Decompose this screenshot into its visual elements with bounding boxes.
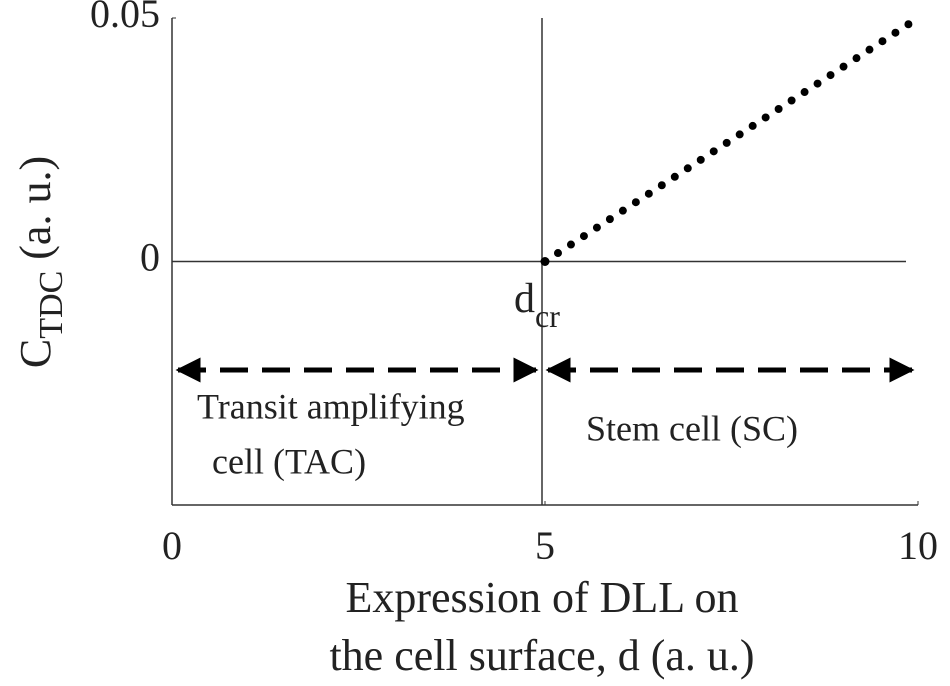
x-axis-label: Expression of DLL on <box>345 573 738 622</box>
x-tick-label: 5 <box>535 523 555 568</box>
y-axis-label-main: C <box>11 339 60 368</box>
x-tick-label: 10 <box>898 523 938 568</box>
point-label-sub: cr <box>535 298 560 334</box>
x-tick-label: 0 <box>162 523 182 568</box>
point-label: dcr <box>514 276 560 335</box>
y-tick-label: 0.05 <box>90 0 160 36</box>
y-axis-label-rest: (a. u.) <box>11 156 60 271</box>
y-tick-label: 0 <box>140 235 160 280</box>
region-label: Stem cell (SC) <box>586 408 798 448</box>
critical-point <box>540 257 550 266</box>
point-label-main: d <box>514 276 535 322</box>
region-label: Transit amplifying <box>197 386 465 426</box>
region-label: cell (TAC) <box>212 441 366 481</box>
y-axis-label: CTDC (a. u.) <box>11 156 70 368</box>
x-axis-label: the cell surface, d (a. u.) <box>329 631 754 680</box>
y-axis-label-sub: TDC <box>33 271 70 339</box>
data-line <box>541 14 922 266</box>
